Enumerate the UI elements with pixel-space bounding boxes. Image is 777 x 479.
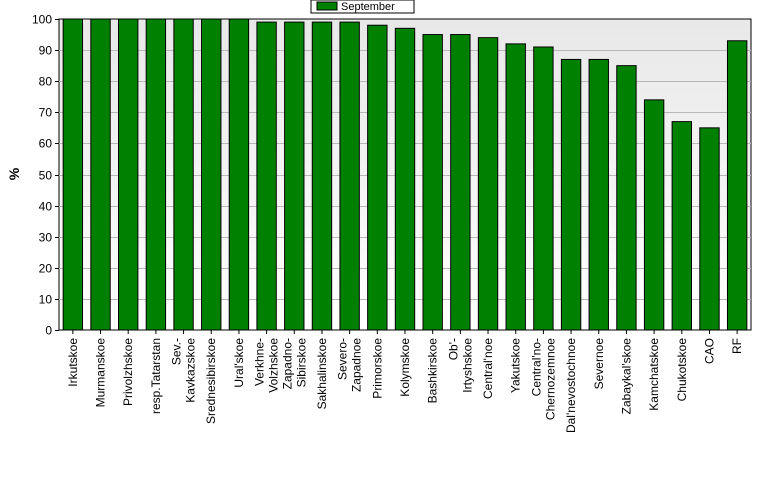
y-tick-label: 40 (39, 200, 53, 214)
y-tick-label: 10 (39, 293, 53, 307)
bar-4 (173, 18, 194, 331)
bar-24 (726, 40, 748, 331)
x-tick-label: Chernozemnoe (543, 338, 557, 420)
bar-8 (284, 21, 305, 331)
x-tick-label: Severo- (336, 338, 350, 380)
legend-swatch (316, 1, 338, 11)
x-tick-label: Srednesibirskoe (204, 338, 218, 424)
y-tick-label: 90 (39, 44, 53, 58)
bar-13 (422, 34, 443, 331)
bar-21 (643, 99, 665, 331)
bar-23 (699, 127, 720, 331)
x-tick-label: CAO (702, 338, 716, 364)
bar-16 (505, 43, 526, 331)
bar-6 (228, 18, 250, 331)
bar-1 (90, 18, 111, 331)
x-tick-label: Kamchatskoe (647, 338, 661, 411)
y-tick-label: 70 (39, 106, 53, 120)
x-tick-label: Severnoe (592, 338, 606, 390)
x-tick-label: Primorskoe (370, 338, 384, 399)
bar-22 (671, 121, 692, 331)
x-tick-label: Kavkazskoe (184, 338, 198, 403)
x-tick-label: Dal'nevostochnoe (564, 338, 578, 433)
x-tick-label: Verkhne- (253, 338, 267, 386)
x-tick-label: Ob'- (446, 338, 460, 360)
y-tick-label: 100 (32, 13, 52, 27)
x-tick-label: Privolzhskoe (121, 338, 135, 406)
x-tick-label: Murmanskoe (94, 338, 108, 408)
bar-14 (450, 34, 471, 331)
x-tick-label: Volzhskoe (267, 338, 281, 393)
bar-3 (145, 18, 167, 331)
bar-5 (201, 18, 222, 331)
x-tick-label: Irtyshskoe (460, 338, 474, 393)
bar-20 (616, 65, 637, 331)
x-tick-label: Zabaykal'skoe (619, 338, 633, 415)
x-tick-label: Sev.- (170, 338, 184, 365)
bar-7 (256, 21, 277, 331)
bar-18 (560, 58, 582, 331)
x-tick-label: Central'noe (481, 338, 495, 399)
x-tick-label: RF (730, 338, 744, 354)
y-tick-label: 30 (39, 231, 53, 245)
x-tick-label: Central'no- (529, 338, 543, 396)
x-tick-label: resp.Tatarstan (149, 338, 163, 414)
x-tick-label: Sibirskoe (294, 338, 308, 388)
x-tick-label: Bashkirskoe (426, 338, 440, 404)
x-tick-label: Ural'skoe (232, 338, 246, 388)
x-tick-label: Chukotskoe (675, 338, 689, 402)
y-tick-label: 0 (45, 324, 52, 338)
x-tick-label: Irkutskoe (66, 338, 80, 387)
bar-12 (394, 27, 416, 331)
y-tick-label: 50 (39, 169, 53, 183)
y-axis-label: % (6, 167, 22, 180)
bar-19 (588, 58, 609, 331)
x-tick-label: Sakhalinskoe (315, 338, 329, 410)
y-tick-label: 20 (39, 262, 53, 276)
bar-11 (367, 24, 388, 331)
bar-10 (339, 21, 360, 331)
y-tick-label: 80 (39, 75, 53, 89)
bar-9 (311, 21, 333, 331)
bar-2 (118, 18, 139, 331)
y-tick-label: 60 (39, 137, 53, 151)
x-tick-label: Zapadno- (280, 338, 294, 389)
bar-0 (62, 18, 84, 331)
bar-17 (533, 46, 554, 331)
legend-label: September (341, 1, 395, 13)
x-tick-label: Zapadnoe (350, 338, 364, 392)
bar-15 (477, 37, 499, 331)
x-tick-label: Kolymskoe (398, 338, 412, 397)
x-tick-label: Yakutskoe (509, 338, 523, 393)
